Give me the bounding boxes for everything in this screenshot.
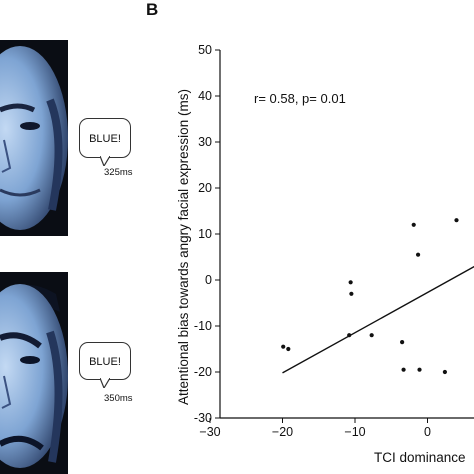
panel-letter-b: B bbox=[146, 0, 159, 19]
x-tick-label: 0 bbox=[424, 425, 431, 439]
y-axis-title: Attentional bias towards angry facial ex… bbox=[176, 89, 191, 405]
y-tick-label: 0 bbox=[205, 273, 212, 287]
data-point bbox=[348, 280, 353, 285]
bubble-tail-2 bbox=[100, 378, 110, 388]
y-tick-label: 40 bbox=[198, 89, 212, 103]
data-point bbox=[286, 346, 291, 352]
x-tick-label: −10 bbox=[344, 425, 365, 439]
face-neutral-image bbox=[0, 46, 68, 230]
y-tick-label: -10 bbox=[194, 319, 212, 333]
data-point bbox=[281, 344, 286, 349]
speech-bubble-2: BLUE! bbox=[79, 342, 131, 380]
data-point bbox=[415, 252, 421, 257]
regression-line bbox=[282, 265, 474, 374]
data-point bbox=[454, 218, 459, 223]
y-tick-label: 50 bbox=[198, 43, 212, 57]
y-tick-label: -20 bbox=[194, 365, 212, 379]
data-point bbox=[401, 367, 406, 372]
bubble-tail-1 bbox=[100, 156, 110, 166]
face-angry-image bbox=[0, 284, 68, 468]
x-axis-title: TCI dominance bbox=[374, 450, 466, 465]
y-tick-label: 30 bbox=[198, 135, 212, 149]
timing-label-1: 325ms bbox=[104, 167, 133, 178]
x-tick-label: −20 bbox=[272, 425, 293, 439]
data-point bbox=[349, 291, 354, 296]
y-tick-label: 20 bbox=[198, 181, 212, 195]
data-point bbox=[400, 340, 405, 345]
data-point bbox=[442, 369, 447, 375]
plot-points bbox=[281, 218, 459, 375]
data-point bbox=[369, 333, 374, 338]
bubble-text-1: BLUE! bbox=[89, 133, 121, 145]
regression-line-group bbox=[282, 265, 474, 374]
bubble-text-2: BLUE! bbox=[89, 356, 121, 368]
plot-ticks: -30 -20 -10 0 10 20 30 40 50 −30 −20 −10 0 bbox=[194, 43, 431, 439]
data-point bbox=[417, 367, 422, 372]
correlation-annotation: r= 0.58, p= 0.01 bbox=[254, 91, 346, 106]
timing-label-2: 350ms bbox=[104, 393, 133, 404]
face-stimulus-angry bbox=[0, 272, 68, 474]
x-tick-label: −30 bbox=[199, 425, 220, 439]
y-tick-label: 10 bbox=[198, 227, 212, 241]
data-point bbox=[411, 222, 416, 227]
y-tick-label: -30 bbox=[194, 411, 212, 425]
face-stimulus-neutral bbox=[0, 40, 68, 236]
